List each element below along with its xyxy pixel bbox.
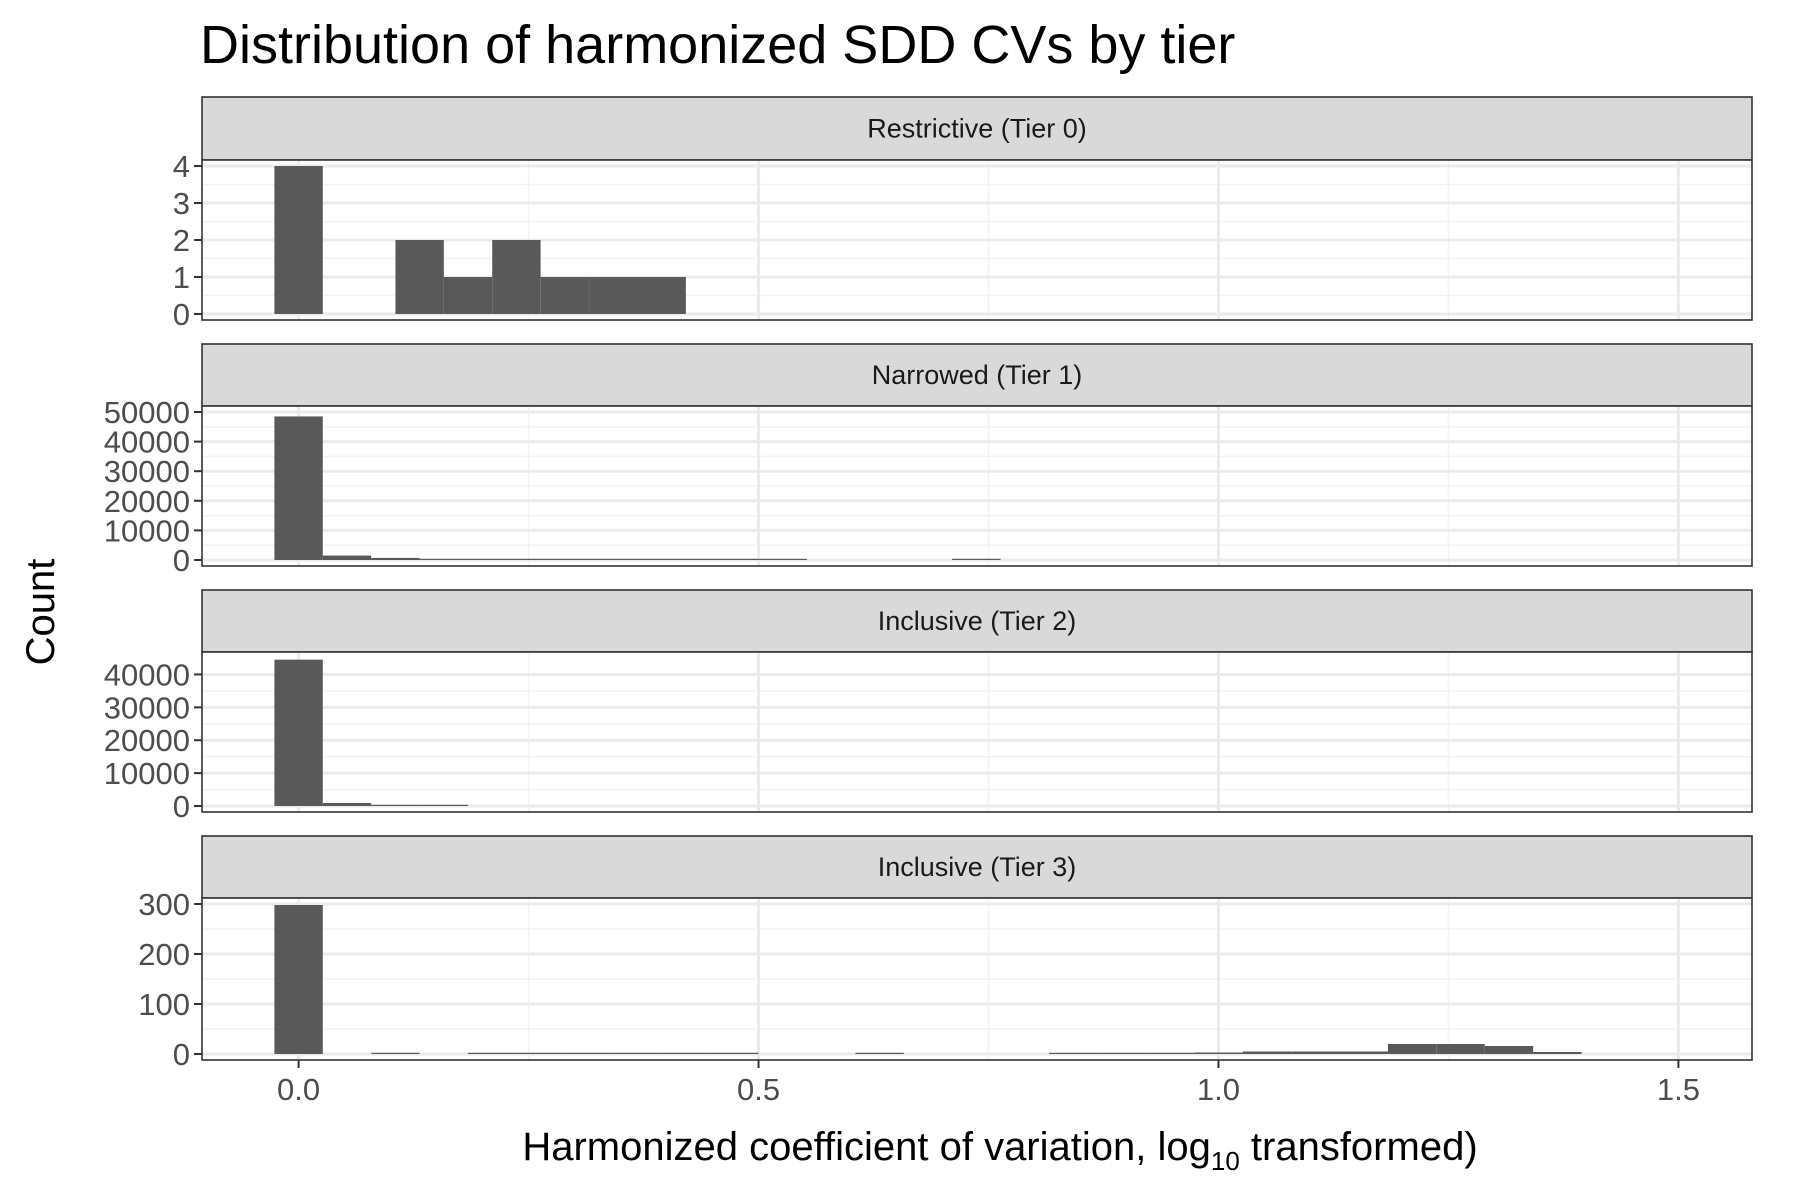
histogram-bar: [371, 1052, 420, 1054]
histogram-bar: [371, 557, 420, 560]
y-tick-label: 300: [138, 887, 190, 922]
facet-1: Narrowed (Tier 1) 01000020000300004000050…: [104, 343, 1753, 578]
histogram-bar: [395, 240, 444, 314]
histogram-bar: [419, 558, 469, 560]
chart-title: Distribution of harmonized SDD CVs by ti…: [200, 15, 1236, 75]
y-tick-label: 100: [138, 987, 190, 1022]
y-tick-label: 3: [173, 186, 190, 221]
x-axis-title-main: Harmonized coefficient of variation, log: [522, 1125, 1211, 1169]
histogram-bar: [1533, 1052, 1582, 1054]
facet-strip: [201, 589, 1753, 653]
histogram-bar: [589, 277, 638, 314]
facet-strip-label: Narrowed (Tier 1): [872, 360, 1083, 390]
y-tick-label: 20000: [104, 723, 190, 758]
y-tick-label: 30000: [104, 690, 190, 725]
x-axis-title-suffix: transformed): [1240, 1125, 1478, 1169]
y-tick-label: 4: [173, 149, 190, 184]
x-axis-title: Harmonized coefficient of variation, log…: [522, 1125, 1477, 1176]
y-tick-label: 0: [173, 789, 190, 824]
x-tick-label: 1.0: [1197, 1072, 1240, 1107]
x-tick-label: 0.0: [277, 1072, 320, 1107]
y-tick-label: 2: [173, 223, 190, 258]
histogram-bar: [371, 804, 420, 806]
facet-panel-border: [201, 651, 1753, 813]
facet-strip-label: Inclusive (Tier 3): [878, 852, 1077, 882]
histogram-bar: [855, 1052, 904, 1054]
y-tick-label: 0: [173, 297, 190, 332]
x-tick-label: 1.5: [1657, 1072, 1700, 1107]
facet-strip-label: Restrictive (Tier 0): [867, 114, 1087, 144]
histogram-bar: [540, 277, 590, 314]
histogram-bar: [1049, 1052, 1098, 1054]
histogram-bar: [274, 416, 323, 560]
histogram-bar: [516, 558, 565, 560]
facet-strip: [201, 96, 1753, 161]
histogram-bar: [1291, 1051, 1340, 1054]
y-tick-label: 50000: [104, 395, 190, 430]
histogram-bar: [1242, 1051, 1292, 1054]
x-tick-label: 0.5: [737, 1072, 780, 1107]
y-tick-label: 10000: [104, 756, 190, 791]
histogram-bar: [613, 1052, 662, 1054]
facet-panel-border: [201, 405, 1753, 567]
histogram-bar: [274, 905, 323, 1054]
histogram-bar: [468, 558, 517, 560]
histogram-bar: [637, 277, 686, 314]
histogram-bar: [1387, 1044, 1437, 1054]
y-tick-label: 20000: [104, 484, 190, 519]
histogram-bar: [1339, 1051, 1388, 1054]
histogram-bar: [613, 558, 662, 560]
histogram-bar: [516, 1052, 565, 1054]
y-tick-label: 40000: [104, 657, 190, 692]
x-axis: 0.0 0.5 1.0 1.5: [277, 1060, 1700, 1107]
histogram-bar: [1436, 1044, 1485, 1054]
facet-3: Inclusive (Tier 3) 0 100 200 300: [138, 835, 1753, 1072]
facet-panel-bg: [202, 652, 1752, 812]
facet-strip: [201, 343, 1753, 407]
histogram-bar: [1194, 1052, 1243, 1054]
histogram-bar: [468, 1052, 517, 1054]
y-tick-label: 40000: [104, 425, 190, 460]
x-axis-title-subscript: 10: [1211, 1146, 1240, 1176]
y-tick-label: 10000: [104, 513, 190, 548]
y-tick-label: 0: [173, 1037, 190, 1072]
y-axis-title: Count: [19, 559, 63, 666]
histogram-bar: [492, 240, 541, 314]
histogram-bar: [274, 166, 323, 314]
histogram-bar: [1097, 1052, 1146, 1054]
facet-strip-label: Inclusive (Tier 2): [878, 606, 1077, 636]
y-tick-label: 0: [173, 543, 190, 578]
histogram-bar: [661, 558, 711, 560]
histogram-bar: [564, 558, 614, 560]
histogram-bar: [322, 555, 372, 560]
histogram-bar: [564, 1052, 614, 1054]
histogram-bar: [274, 659, 323, 806]
facet-panel-border: [201, 897, 1753, 1061]
histogram-bar: [661, 1052, 711, 1054]
histogram-bar: [710, 558, 759, 560]
histogram-bar: [758, 558, 807, 560]
facet-strip: [201, 835, 1753, 899]
histogram-bar: [419, 804, 469, 806]
y-tick-label: 200: [138, 937, 190, 972]
y-tick-label: 30000: [104, 454, 190, 489]
y-tick-label: 1: [173, 260, 190, 295]
histogram-bar: [322, 803, 372, 806]
histogram-bar: [952, 558, 1001, 560]
histogram-bar: [710, 1052, 759, 1054]
histogram-bar: [443, 277, 493, 314]
histogram-bar: [1145, 1052, 1195, 1054]
histogram-bar: [1484, 1046, 1534, 1054]
